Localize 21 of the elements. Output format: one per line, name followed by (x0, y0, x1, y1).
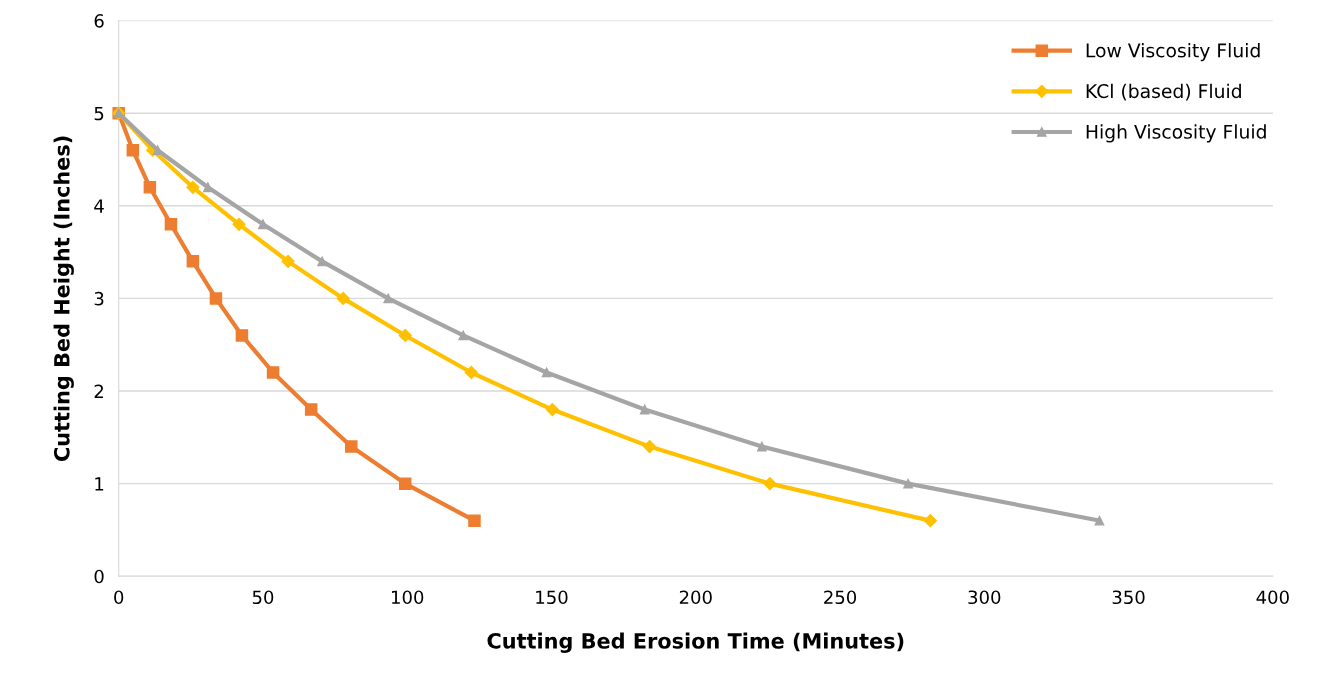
x-tick-label: 50 (252, 590, 274, 605)
x-tick-label: 250 (824, 590, 857, 605)
y-tick-label: 0 (94, 569, 104, 584)
legend-label: High Viscosity Fluid (1086, 124, 1266, 143)
x-tick-label: 300 (968, 590, 1001, 605)
y-axis-title: Cutting Bed Height (Inches) (53, 136, 74, 462)
y-tick-label: 1 (95, 477, 104, 491)
y-tick-label: 2 (94, 384, 104, 398)
x-tick-label: 350 (1112, 590, 1145, 605)
x-tick-label: 100 (391, 590, 424, 605)
x-tick-label: 200 (679, 590, 712, 605)
x-tick-label: 400 (1256, 590, 1289, 605)
y-tick-label: 4 (94, 199, 104, 213)
y-tick-label: 6 (94, 14, 104, 28)
legend-label: Low Viscosity Fluid (1086, 43, 1260, 62)
x-tick-label: 0 (114, 590, 124, 605)
legend-label: KCl (based) Fluid (1086, 83, 1241, 101)
x-tick-label: 150 (536, 590, 568, 605)
y-tick-label: 5 (94, 106, 104, 121)
x-axis-title: Cutting Bed Erosion Time (Minutes) (487, 632, 904, 653)
y-tick-label: 3 (94, 291, 104, 306)
